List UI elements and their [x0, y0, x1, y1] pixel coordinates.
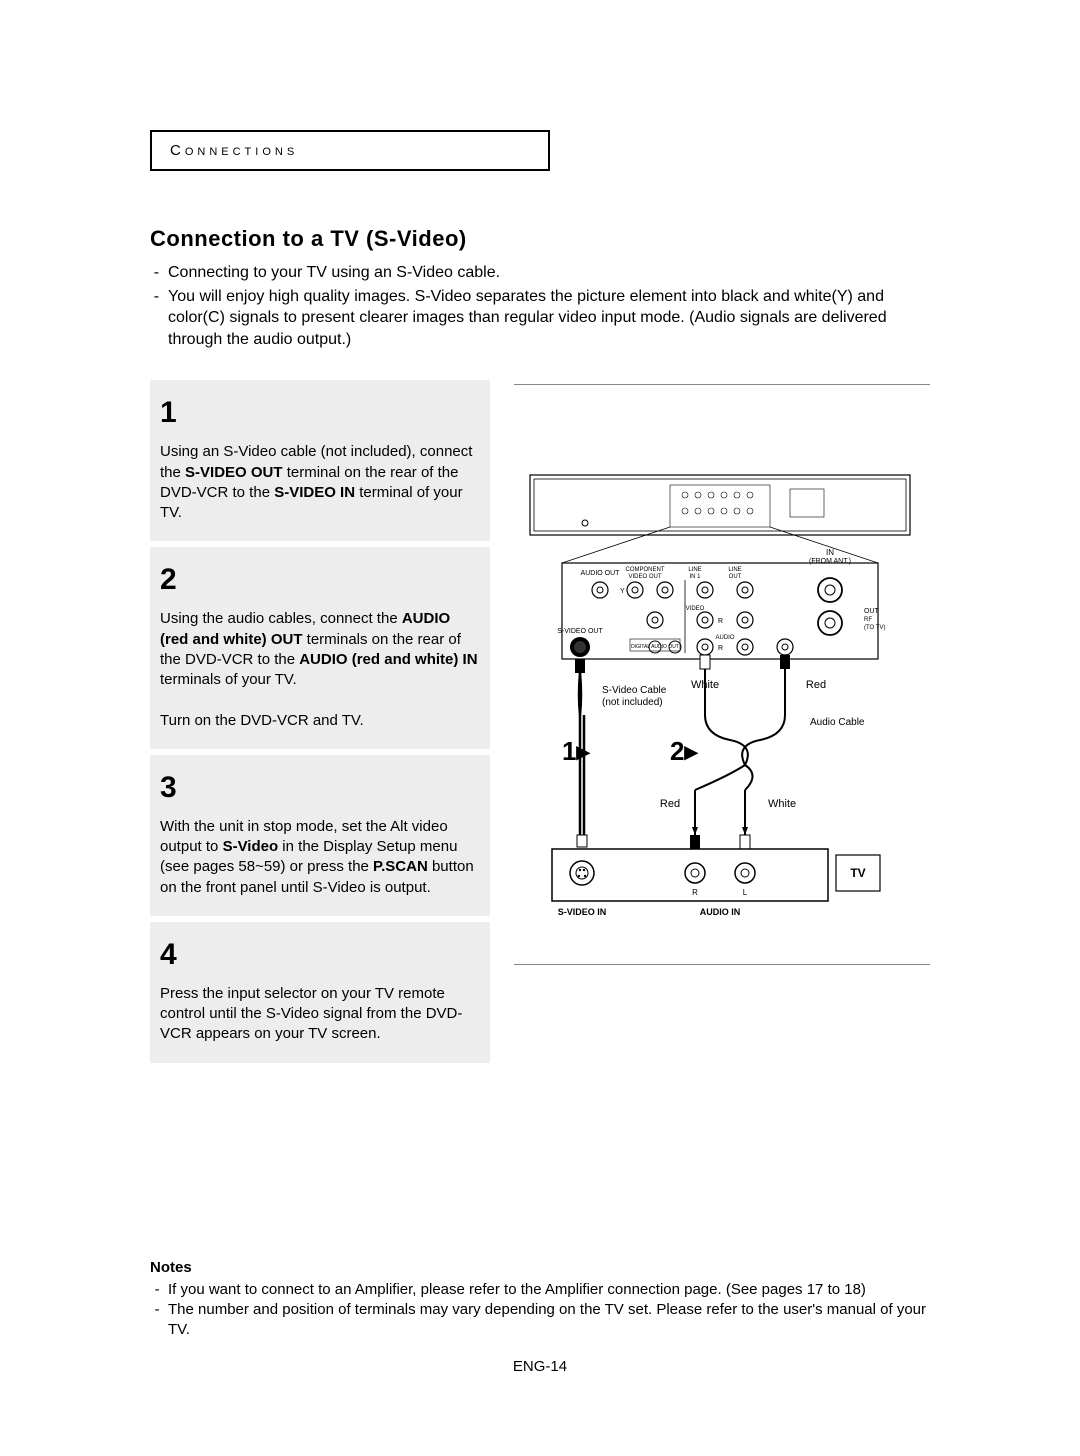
diagram-step2: 2▸ — [670, 736, 698, 766]
label-white: White — [691, 679, 719, 691]
step-body: Using the audio cables, connect the AUDI… — [160, 609, 480, 731]
notes-title: Notes — [150, 1259, 930, 1276]
page-title: Connection to a TV (S-Video) — [150, 226, 930, 252]
note-item: The number and position of terminals may… — [168, 1300, 930, 1341]
diagram-step1: 1▸ — [562, 736, 590, 766]
step-body: Using an S-Video cable (not included), c… — [160, 442, 480, 523]
svg-text:R: R — [718, 645, 723, 652]
intro-list: Connecting to your TV using an S-Video c… — [150, 262, 930, 350]
svg-text:R: R — [692, 888, 698, 897]
svg-text:IN 1: IN 1 — [689, 574, 701, 580]
step-block: 2 Using the audio cables, connect the AUD… — [150, 547, 490, 749]
step-block: 4 Press the input selector on your TV rem… — [150, 922, 490, 1063]
label-white-lower: White — [768, 798, 796, 810]
step-block: 1 Using an S-Video cable (not included), … — [150, 380, 490, 541]
label-red: Red — [806, 679, 826, 691]
diagram-bottom-divider — [514, 964, 930, 965]
step-body: With the unit in stop mode, set the Alt … — [160, 817, 480, 898]
connection-diagram: AUDIO OUT COMPONENT VIDEO OUT LINE IN 1 … — [514, 395, 930, 960]
svg-text:(TO TV): (TO TV) — [864, 625, 885, 631]
label-video: VIDEO — [686, 606, 705, 612]
section-label: Connections — [170, 142, 298, 159]
svg-text:Y: Y — [620, 588, 625, 595]
note-item: If you want to connect to an Amplifier, … — [168, 1280, 930, 1300]
label-red-lower: Red — [660, 798, 680, 810]
label-in-ant: IN — [826, 548, 834, 557]
step-body: Press the input selector on your TV remo… — [160, 984, 480, 1045]
diagram-top-divider — [514, 384, 930, 385]
tv-panel: R L TV — [552, 849, 880, 901]
step-block: 3 With the unit in stop mode, set the Alt… — [150, 755, 490, 916]
label-audio-in: AUDIO IN — [700, 907, 741, 917]
svg-text:R: R — [718, 618, 723, 625]
dvd-vcr-unit — [530, 475, 910, 535]
steps-column: 1 Using an S-Video cable (not included), … — [150, 380, 490, 1068]
label-svideo-in: S-VIDEO IN — [558, 907, 607, 917]
svg-text:(not included): (not included) — [602, 697, 663, 708]
label-digital-audio: DIGITAL AUDIO OUT — [631, 644, 679, 650]
svg-text:VIDEO OUT: VIDEO OUT — [628, 574, 661, 580]
diagram-column: AUDIO OUT COMPONENT VIDEO OUT LINE IN 1 … — [514, 380, 930, 1068]
step-number: 4 — [160, 938, 480, 972]
page-number: ENG-14 — [150, 1358, 930, 1375]
label-out-rf: OUT — [864, 608, 880, 615]
label-line-in1: LINE — [688, 567, 701, 573]
label-audio-cable: Audio Cable — [810, 717, 865, 728]
svg-text:L: L — [743, 888, 748, 897]
label-audio-out: AUDIO OUT — [581, 570, 621, 577]
notes-section: Notes If you want to connect to an Ampli… — [150, 1259, 930, 1341]
svg-text:(FROM ANT.): (FROM ANT.) — [809, 558, 851, 565]
svg-text:RF: RF — [864, 617, 872, 623]
step-number: 2 — [160, 563, 480, 597]
svg-text:OUT: OUT — [729, 574, 742, 580]
section-label-box: Connections — [150, 130, 550, 171]
intro-bullet: You will enjoy high quality images. S-Vi… — [168, 286, 930, 351]
label-svideo-out: S-VIDEO OUT — [557, 628, 603, 635]
step-number: 1 — [160, 396, 480, 430]
label-audio: AUDIO — [715, 635, 734, 641]
label-tv: TV — [850, 866, 865, 880]
label-component: COMPONENT — [626, 567, 665, 573]
step-number: 3 — [160, 771, 480, 805]
label-svideo-cable: S-Video Cable — [602, 685, 667, 696]
label-line-out: LINE — [728, 567, 741, 573]
intro-bullet: Connecting to your TV using an S-Video c… — [168, 262, 930, 284]
cables-lower — [577, 715, 753, 849]
rear-panel-zoom: AUDIO OUT COMPONENT VIDEO OUT LINE IN 1 … — [557, 548, 885, 659]
